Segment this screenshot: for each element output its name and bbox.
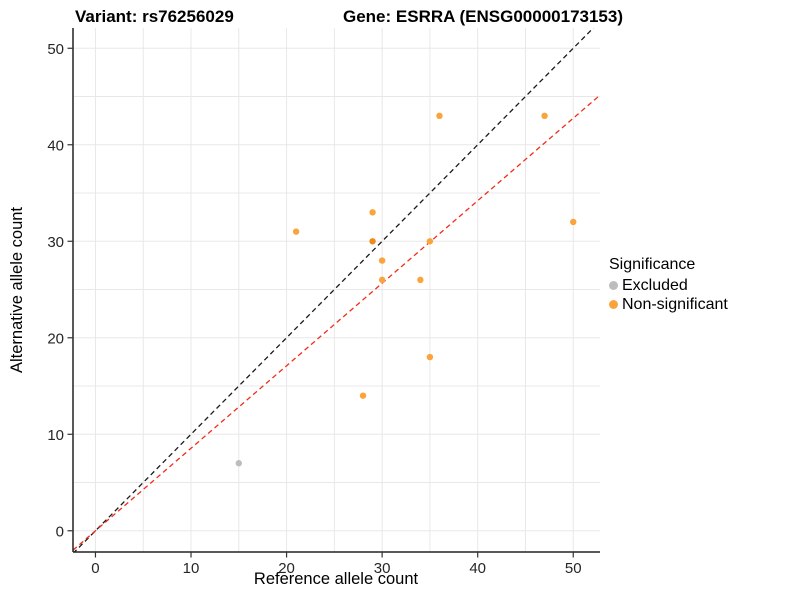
x-axis-title: Reference allele count [254, 570, 419, 588]
x-tick-label: 20 [278, 560, 295, 577]
legend-item-non-significant: Non-significant [609, 295, 728, 314]
data-point [426, 238, 434, 245]
excluded-dot-icon [609, 281, 618, 290]
legend-item-label: Non-significant [622, 296, 728, 313]
y-tick-label: 50 [47, 41, 64, 58]
data-point [378, 257, 386, 264]
tick-labels: 0 10 20 30 40 50 0 10 20 30 40 50 [47, 41, 581, 577]
axes [72, 28, 600, 553]
data-points [235, 112, 577, 467]
x-tick-label: 30 [374, 560, 391, 577]
expected-ratio-line [73, 94, 600, 551]
y-tick-label: 40 [47, 137, 64, 154]
data-point [292, 228, 300, 235]
gene-title: Gene: ESRRA (ENSG00000173153) [343, 7, 624, 26]
data-point [541, 112, 548, 120]
data-point [369, 238, 376, 245]
identity-line [73, 28, 595, 552]
non-significant-dot-icon [609, 300, 618, 309]
legend-title: Significance [609, 256, 696, 273]
x-tick-label: 0 [91, 560, 99, 577]
legend-item-excluded: Excluded [609, 276, 728, 295]
legend-item-label: Excluded [622, 277, 688, 294]
gridlines [73, 28, 600, 552]
y-tick-label: 20 [47, 330, 64, 347]
y-tick-label: 30 [47, 234, 64, 251]
data-point [426, 353, 434, 361]
legend: Significance Excluded Non-significant [609, 256, 728, 314]
x-tick-label: 50 [565, 560, 582, 577]
tick-marks [67, 47, 574, 558]
x-tick-label: 40 [469, 560, 486, 577]
data-point [570, 218, 577, 226]
variant-title: Variant: rs76256029 [75, 7, 234, 26]
data-point [417, 276, 424, 284]
data-point [235, 460, 242, 467]
x-tick-label: 10 [183, 560, 200, 577]
y-tick-label: 0 [56, 523, 64, 540]
y-axis-title: Alternative allele count [8, 207, 26, 373]
data-point [369, 209, 376, 216]
data-point [359, 392, 367, 399]
reference-lines [73, 28, 600, 552]
data-point [436, 112, 443, 120]
data-point [378, 276, 386, 284]
y-tick-label: 10 [47, 427, 64, 444]
